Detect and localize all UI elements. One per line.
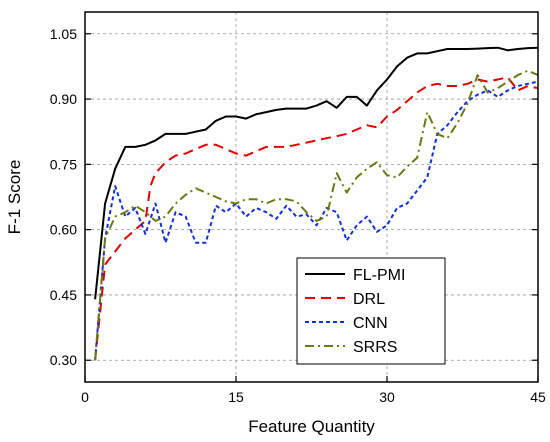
series-lines [94,46,539,361]
legend-label: CNN [353,315,388,332]
legend: FL-PMI DRL CNN SRRS [296,257,446,365]
legend-label: DRL [353,291,385,308]
y-tick-label: 0.45 [50,287,77,303]
y-axis-title: F-1 Score [5,160,24,235]
x-axis-ticks: 0 15 30 45 [81,376,546,405]
y-tick-label: 1.05 [50,26,77,42]
y-tick-label: 0.60 [50,222,77,238]
series-line-srrs [94,69,539,361]
x-tick-label: 30 [379,389,395,405]
legend-box [296,257,446,365]
series-line-cnn [94,80,539,361]
y-tick-label: 0.90 [50,91,77,107]
y-tick-label: 0.30 [50,352,77,368]
x-tick-label: 15 [228,389,244,405]
plot-frame [84,11,539,383]
x-axis-title: Feature Quantity [248,417,375,436]
y-axis-ticks: 0.30 0.45 0.60 0.75 0.90 1.05 [50,26,538,368]
x-tick-label: 0 [81,389,89,405]
x-tick-label: 45 [530,389,546,405]
legend-label: SRRS [353,339,397,356]
y-tick-label: 0.75 [50,156,77,172]
series-line-fl-pmi [94,46,539,300]
legend-label: FL-PMI [353,267,405,284]
series-line-drl [94,76,539,361]
